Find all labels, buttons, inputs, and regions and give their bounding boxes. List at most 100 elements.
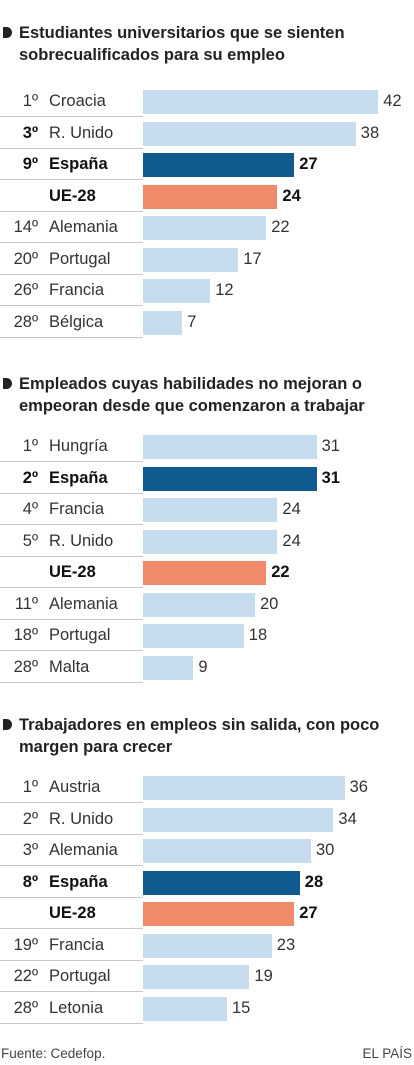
row-divider (0, 555, 143, 557)
row-divider (0, 618, 143, 620)
data-label: 7 (187, 312, 197, 331)
chart-row: 2º R. Unido 34 (0, 804, 414, 835)
category-label: Alemania (49, 594, 118, 613)
bar (143, 216, 267, 240)
rank-label: 1º (22, 437, 38, 455)
category-label: R. Unido (49, 123, 114, 142)
category-label: UE-28 (49, 186, 96, 205)
rank-label: 4º (22, 500, 38, 518)
chart-title-text: Trabajadores en empleos sin salida, con … (19, 716, 380, 756)
category-label: España (49, 872, 108, 891)
category-label: Portugal (49, 249, 111, 268)
row-divider (0, 210, 143, 212)
category-label: Austria (49, 778, 101, 796)
data-label: 22 (271, 218, 290, 236)
data-label: 38 (360, 123, 380, 142)
data-label: 9 (198, 657, 208, 676)
bar (143, 435, 317, 459)
brand-logo-text: EL PAÍS (362, 1046, 412, 1061)
rank-label: 20º (13, 249, 38, 268)
chart-row: 3º R. Unido 38 (0, 118, 414, 149)
data-label: 36 (349, 778, 368, 796)
row-divider (0, 492, 143, 494)
data-label: 23 (276, 935, 296, 954)
category-label: R. Unido (49, 531, 114, 550)
category-label: Malta (49, 657, 90, 676)
bar (143, 561, 267, 585)
data-label: 31 (321, 468, 340, 487)
row-divider (0, 865, 143, 866)
row-divider (0, 524, 143, 525)
data-label: 20 (260, 594, 279, 613)
rank-label: 22º (13, 967, 38, 985)
data-label: 17 (243, 249, 262, 268)
chart-row: 3º Alemania 30 (0, 835, 414, 866)
chart-title: Empleados cuyas habilidades no mejoran o… (3, 373, 411, 417)
data-label: 28 (304, 872, 324, 891)
category-label: Letonia (49, 998, 104, 1017)
bar (143, 996, 227, 1021)
data-label: 18 (248, 626, 268, 644)
category-label: España (49, 468, 108, 487)
bar (143, 870, 300, 895)
data-label: 24 (282, 500, 301, 518)
category-label: Hungría (49, 437, 108, 455)
row-divider (0, 959, 143, 961)
bar (143, 933, 272, 958)
bar (143, 965, 250, 989)
data-label: 24 (282, 531, 301, 550)
data-label: 12 (215, 281, 234, 299)
bar (143, 466, 317, 491)
row-divider (0, 681, 143, 683)
rank-label: 11º (14, 594, 38, 613)
bar (143, 90, 379, 114)
rank-label: 2º (22, 468, 38, 487)
rank-label: 26º (13, 281, 38, 299)
row-divider (0, 991, 143, 992)
rank-label: 1º (22, 92, 38, 110)
row-divider (0, 650, 143, 651)
chart-row: 1º Austria 36 (0, 772, 414, 803)
chart-title: Estudiantes universitarios que se siente… (3, 22, 411, 66)
data-label: 34 (338, 809, 357, 828)
chart-row: 18º Portugal 18 (0, 620, 414, 651)
category-label: Bélgica (49, 312, 104, 331)
data-label: 24 (282, 186, 301, 205)
rank-label: 19º (13, 935, 38, 954)
chart-row: UE-28 27 (0, 898, 414, 929)
row-divider (0, 273, 143, 275)
rank-label: 14º (13, 218, 38, 236)
bullet-icon (3, 378, 12, 389)
bar (143, 310, 183, 335)
bullet-icon (3, 27, 12, 38)
rank-label: 3º (22, 841, 38, 859)
data-label: 19 (254, 967, 273, 985)
category-label: Croacia (49, 92, 106, 110)
category-label: UE-28 (49, 904, 96, 922)
chart-row: 19º Francia 23 (0, 930, 414, 961)
bar (143, 529, 278, 554)
bar (143, 902, 295, 926)
bar (143, 592, 255, 617)
chart-row: 1º Hungría 31 (0, 431, 414, 462)
chart-title: Trabajadores en empleos sin salida, con … (3, 714, 411, 758)
chart-row: 22º Portugal 19 (0, 961, 414, 992)
chart-title-text: Empleados cuyas habilidades no mejoran o… (19, 375, 365, 415)
bar (143, 279, 211, 303)
row-divider (0, 305, 143, 306)
rank-label: 5º (22, 531, 38, 550)
row-divider (0, 896, 143, 898)
row-divider (0, 242, 143, 243)
data-label: 15 (232, 998, 251, 1017)
chart-row: 1º Croacia 42 (0, 86, 414, 117)
data-label: 30 (316, 841, 335, 859)
bar (143, 807, 334, 832)
row-divider (0, 802, 143, 803)
chart-row: UE-28 22 (0, 557, 414, 588)
chart-row: 2º España 31 (0, 463, 414, 494)
chart-row: 28º Letonia 15 (0, 993, 414, 1024)
rank-label: 28º (13, 657, 38, 676)
rank-label: 9º (22, 155, 38, 173)
chart-row: 5º R. Unido 24 (0, 526, 414, 557)
chart-row: 28º Bélgica 7 (0, 307, 414, 338)
